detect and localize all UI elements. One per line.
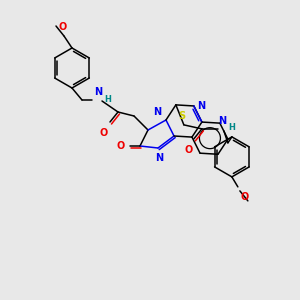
Text: N: N [153, 107, 161, 117]
Text: O: O [241, 192, 249, 202]
Text: S: S [178, 111, 185, 121]
Text: O: O [117, 141, 125, 151]
Text: N: N [155, 153, 163, 163]
Text: O: O [59, 22, 67, 32]
Text: N: N [197, 101, 205, 111]
Text: O: O [100, 128, 108, 138]
Text: N: N [218, 116, 226, 126]
Text: N: N [94, 87, 102, 97]
Text: H: H [228, 123, 235, 132]
Text: O: O [185, 145, 193, 155]
Text: H: H [104, 94, 111, 103]
